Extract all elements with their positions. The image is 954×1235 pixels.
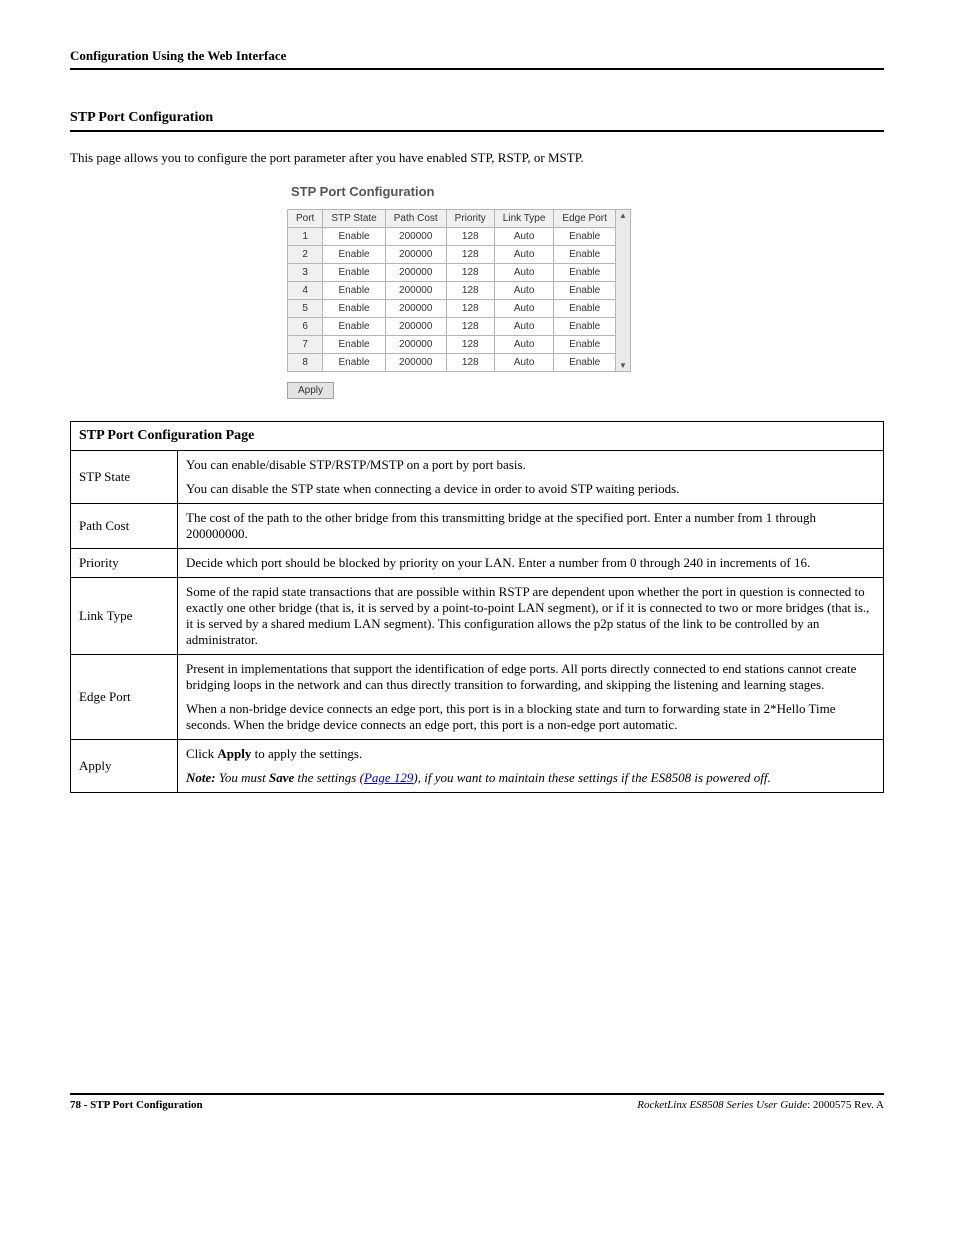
table-cell: Enable	[554, 318, 615, 336]
table-row: 1Enable200000128AutoEnable	[288, 228, 616, 246]
table-cell: Enable	[323, 264, 385, 282]
apply-button[interactable]: Apply	[287, 382, 334, 399]
table-cell: 4	[288, 282, 323, 300]
table-cell: Enable	[554, 300, 615, 318]
table-cell: 128	[446, 300, 494, 318]
table-row: 7Enable200000128AutoEnable	[288, 336, 616, 354]
table-cell: Auto	[494, 264, 554, 282]
footer-guide-name: RocketLinx ES8508 Series User Guide	[637, 1099, 807, 1111]
column-header: Edge Port	[554, 210, 615, 228]
screenshot-figure: STP Port Configuration PortSTP StatePath…	[70, 184, 884, 399]
screenshot-title: STP Port Configuration	[287, 184, 667, 199]
table-cell: 5	[288, 300, 323, 318]
table-cell: Enable	[554, 354, 615, 372]
table-cell: Auto	[494, 318, 554, 336]
footer-page-title: STP Port Configuration	[90, 1099, 202, 1111]
desc-content: Click Apply to apply the settings.Note: …	[178, 740, 884, 793]
intro-paragraph: This page allows you to configure the po…	[70, 150, 884, 166]
table-cell: Enable	[323, 336, 385, 354]
table-cell: Auto	[494, 228, 554, 246]
section-title: STP Port Configuration	[70, 110, 884, 126]
table-cell: 7	[288, 336, 323, 354]
table-row: 2Enable200000128AutoEnable	[288, 246, 616, 264]
table-cell: Auto	[494, 354, 554, 372]
table-cell: 1	[288, 228, 323, 246]
footer-doc-rev: : 2000575 Rev. A	[807, 1099, 884, 1111]
desc-content: Present in implementations that support …	[178, 655, 884, 740]
table-cell: Auto	[494, 300, 554, 318]
table-row: 4Enable200000128AutoEnable	[288, 282, 616, 300]
table-cell: Enable	[323, 300, 385, 318]
table-cell: Enable	[323, 228, 385, 246]
desc-label: Priority	[71, 549, 178, 578]
table-cell: 128	[446, 264, 494, 282]
table-cell: 128	[446, 354, 494, 372]
desc-label: Apply	[71, 740, 178, 793]
description-table: STP Port Configuration Page STP StateYou…	[70, 421, 884, 793]
scrollbar[interactable]: ▲ ▼	[616, 209, 631, 372]
title-rule	[70, 130, 884, 132]
table-cell: 2	[288, 246, 323, 264]
table-cell: Enable	[554, 264, 615, 282]
table-cell: Enable	[554, 336, 615, 354]
scroll-down-icon[interactable]: ▼	[619, 360, 627, 371]
description-table-caption: STP Port Configuration Page	[70, 421, 884, 450]
table-cell: Enable	[323, 354, 385, 372]
desc-content: Decide which port should be blocked by p…	[178, 549, 884, 578]
desc-label: Edge Port	[71, 655, 178, 740]
desc-label: STP State	[71, 451, 178, 504]
table-cell: Auto	[494, 282, 554, 300]
table-cell: 200000	[385, 318, 446, 336]
table-cell: 6	[288, 318, 323, 336]
table-cell: Enable	[323, 318, 385, 336]
table-cell: 200000	[385, 282, 446, 300]
table-cell: 200000	[385, 354, 446, 372]
table-row: 8Enable200000128AutoEnable	[288, 354, 616, 372]
table-cell: Enable	[554, 228, 615, 246]
table-cell: 128	[446, 228, 494, 246]
table-cell: 200000	[385, 264, 446, 282]
table-cell: Auto	[494, 336, 554, 354]
table-cell: 200000	[385, 246, 446, 264]
desc-content: Some of the rapid state transactions tha…	[178, 578, 884, 655]
table-cell: 3	[288, 264, 323, 282]
page-footer: 78 - STP Port Configuration RocketLinx E…	[70, 1093, 884, 1111]
table-row: 5Enable200000128AutoEnable	[288, 300, 616, 318]
column-header: Priority	[446, 210, 494, 228]
table-cell: 128	[446, 246, 494, 264]
desc-content: The cost of the path to the other bridge…	[178, 504, 884, 549]
column-header: STP State	[323, 210, 385, 228]
column-header: Port	[288, 210, 323, 228]
scroll-up-icon[interactable]: ▲	[619, 210, 627, 221]
running-head: Configuration Using the Web Interface	[70, 48, 884, 70]
footer-page-num: 78	[70, 1099, 81, 1111]
table-cell: Enable	[323, 246, 385, 264]
table-cell: 8	[288, 354, 323, 372]
table-cell: Enable	[554, 282, 615, 300]
table-cell: Auto	[494, 246, 554, 264]
table-cell: Enable	[323, 282, 385, 300]
column-header: Path Cost	[385, 210, 446, 228]
table-cell: 200000	[385, 336, 446, 354]
desc-label: Link Type	[71, 578, 178, 655]
table-cell: Enable	[554, 246, 615, 264]
column-header: Link Type	[494, 210, 554, 228]
table-cell: 200000	[385, 228, 446, 246]
table-row: 3Enable200000128AutoEnable	[288, 264, 616, 282]
desc-label: Path Cost	[71, 504, 178, 549]
table-cell: 200000	[385, 300, 446, 318]
page-link[interactable]: Page 129	[364, 770, 413, 785]
stp-port-table: PortSTP StatePath CostPriorityLink TypeE…	[287, 209, 616, 372]
table-cell: 128	[446, 318, 494, 336]
table-cell: 128	[446, 336, 494, 354]
table-cell: 128	[446, 282, 494, 300]
desc-content: You can enable/disable STP/RSTP/MSTP on …	[178, 451, 884, 504]
table-row: 6Enable200000128AutoEnable	[288, 318, 616, 336]
